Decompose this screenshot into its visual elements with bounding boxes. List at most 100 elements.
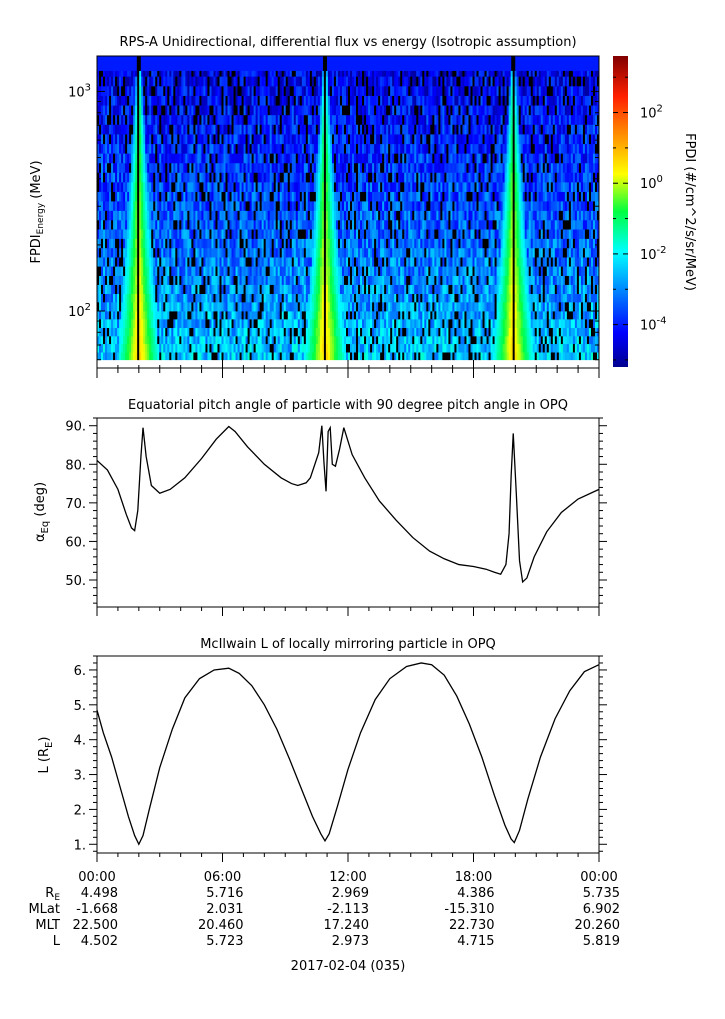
flux-cell bbox=[341, 301, 345, 312]
flux-cell bbox=[494, 191, 497, 202]
flux-cell bbox=[414, 318, 417, 329]
flux-cell bbox=[392, 327, 395, 337]
flux-cell bbox=[279, 266, 283, 276]
flux-cell bbox=[578, 310, 582, 320]
flux-cell bbox=[277, 318, 281, 329]
flux-cell bbox=[323, 181, 327, 192]
flux-cell bbox=[201, 191, 204, 202]
flux-cell bbox=[412, 284, 415, 295]
flux-cell bbox=[556, 293, 560, 303]
flux-cell bbox=[484, 200, 487, 211]
flux-cell bbox=[472, 284, 475, 295]
flux-cell bbox=[552, 257, 556, 267]
flux-cell bbox=[179, 200, 182, 211]
flux-cell bbox=[564, 343, 568, 353]
flux-cell bbox=[299, 191, 303, 202]
flux-cell bbox=[480, 210, 483, 221]
flux-cell bbox=[143, 238, 146, 249]
flux-cell bbox=[378, 284, 381, 295]
flux-cell bbox=[321, 191, 325, 202]
flux-cell bbox=[241, 257, 244, 267]
flux-cell bbox=[273, 191, 277, 202]
flux-cell bbox=[225, 247, 228, 258]
flux-cell bbox=[293, 181, 297, 192]
flux-cell bbox=[552, 335, 556, 345]
flux-cell bbox=[271, 327, 275, 337]
flux-cell bbox=[177, 257, 180, 267]
flux-cell bbox=[293, 301, 297, 312]
flux-cell bbox=[255, 181, 259, 192]
flux-cell bbox=[590, 318, 594, 329]
flux-cell bbox=[197, 301, 200, 312]
flux-cell bbox=[233, 310, 236, 320]
flux-cell bbox=[424, 181, 427, 192]
flux-cell bbox=[297, 238, 301, 249]
flux-cell bbox=[115, 191, 118, 202]
flux-cell bbox=[530, 191, 534, 202]
flux-cell bbox=[534, 310, 538, 320]
flux-cell bbox=[319, 301, 323, 312]
flux-cell bbox=[574, 318, 578, 329]
flux-cell bbox=[133, 284, 136, 295]
flux-cell bbox=[283, 181, 287, 192]
flux-cell bbox=[165, 229, 168, 239]
flux-cell bbox=[398, 238, 401, 249]
flux-cell bbox=[273, 318, 277, 329]
flux-cell bbox=[436, 352, 439, 361]
flux-cell bbox=[366, 238, 369, 249]
flux-cell bbox=[215, 181, 218, 192]
flux-cell bbox=[430, 327, 433, 337]
flux-cell bbox=[201, 200, 204, 211]
flux-cell bbox=[345, 266, 349, 276]
flux-cell bbox=[568, 318, 572, 329]
flux-cell bbox=[486, 275, 489, 285]
flux-cell bbox=[209, 257, 212, 267]
flux-cell bbox=[157, 293, 160, 303]
flux-cell bbox=[348, 301, 351, 312]
flux-cell bbox=[502, 343, 506, 353]
flux-cell bbox=[181, 318, 184, 329]
flux-cell bbox=[263, 301, 267, 312]
flux-cell bbox=[215, 257, 218, 267]
flux-cell bbox=[572, 318, 576, 329]
flux-cell bbox=[510, 275, 514, 285]
flux-cell bbox=[179, 284, 182, 295]
flux-cell bbox=[275, 275, 279, 285]
flux-cell bbox=[390, 275, 393, 285]
flux-cell bbox=[145, 200, 148, 211]
flux-cell bbox=[354, 284, 357, 295]
flux-cell bbox=[580, 200, 584, 211]
flux-cell bbox=[594, 310, 598, 320]
flux-cell bbox=[412, 257, 415, 267]
flux-cell bbox=[229, 210, 232, 221]
flux-cell bbox=[105, 247, 108, 258]
flux-cell bbox=[141, 301, 144, 312]
flux-cell bbox=[534, 293, 538, 303]
flux-cell bbox=[193, 318, 196, 329]
flux-cell bbox=[456, 229, 459, 239]
flux-cell bbox=[155, 191, 158, 202]
flux-cell bbox=[354, 200, 357, 211]
flux-cell bbox=[127, 191, 130, 202]
flux-cell bbox=[522, 247, 526, 258]
flux-cell bbox=[578, 247, 582, 258]
flux-cell bbox=[191, 257, 194, 267]
flux-cell bbox=[576, 238, 580, 249]
flux-cell bbox=[155, 219, 158, 230]
flux-cell bbox=[502, 301, 506, 312]
flux-cell bbox=[408, 238, 411, 249]
flux-cell bbox=[99, 275, 102, 285]
flux-cell bbox=[468, 200, 471, 211]
flux-cell bbox=[464, 266, 467, 276]
flux-cell bbox=[279, 301, 283, 312]
flux-cell bbox=[117, 247, 120, 258]
flux-cell bbox=[109, 318, 112, 329]
flux-cell bbox=[165, 352, 168, 361]
flux-cell bbox=[424, 266, 427, 276]
flux-cell bbox=[546, 318, 550, 329]
flux-cell bbox=[488, 301, 491, 312]
flux-cell bbox=[187, 327, 190, 337]
flux-cell bbox=[444, 257, 447, 267]
flux-cell bbox=[145, 327, 148, 337]
flux-cell bbox=[406, 343, 409, 353]
